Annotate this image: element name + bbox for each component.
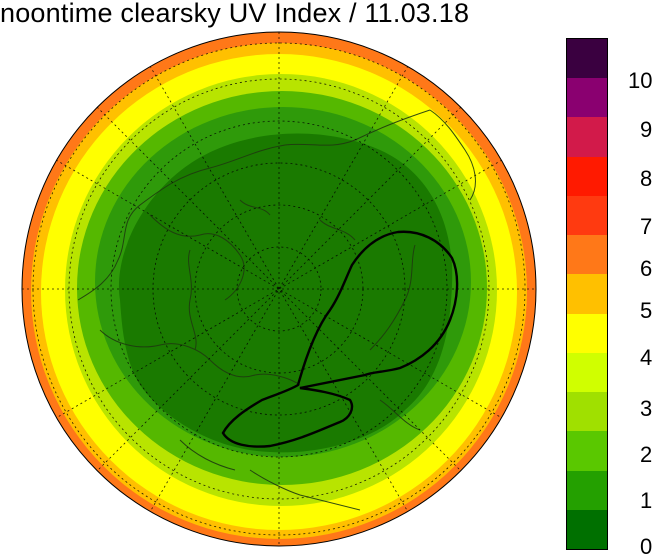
colorbar-label: 7: [640, 214, 653, 239]
colorbar-label: 3: [640, 396, 653, 421]
colorbar-segment: [567, 235, 607, 275]
colorbar-label: 8: [640, 166, 653, 191]
colorbar-segment: [567, 274, 607, 314]
colorbar-segment: [567, 156, 607, 196]
colorbar-segment: [567, 470, 607, 510]
colorbar-segment: [567, 392, 607, 432]
coastlines: [77, 109, 476, 511]
colorbar-label: 6: [640, 256, 653, 281]
uv-colorbar: [566, 38, 608, 550]
colorbar-label: 4: [640, 345, 653, 370]
colorbar-segment: [567, 352, 607, 393]
colorbar-segment: [567, 195, 607, 236]
colorbar-segment: [567, 39, 607, 79]
colorbar-segment: [567, 431, 607, 471]
map-border: [21, 31, 537, 547]
polar-uv-map: [21, 31, 537, 547]
colorbar-label: 1: [640, 488, 653, 513]
colorbar-segment: [567, 78, 607, 118]
map-title: noontime clearsky UV Index / 11.03.18: [0, 0, 470, 28]
ozone-anomaly-contour: [221, 230, 459, 448]
colorbar-segment: [567, 509, 607, 550]
colorbar-label: 5: [640, 298, 653, 323]
colorbar-label: 0: [640, 534, 653, 559]
colorbar-segment: [567, 313, 607, 353]
colorbar-segment: [567, 117, 607, 157]
colorbar-label: 2: [640, 442, 653, 467]
graticule: [22, 32, 536, 546]
colorbar-label: 9: [640, 117, 653, 142]
colorbar-label: 10: [628, 68, 653, 93]
